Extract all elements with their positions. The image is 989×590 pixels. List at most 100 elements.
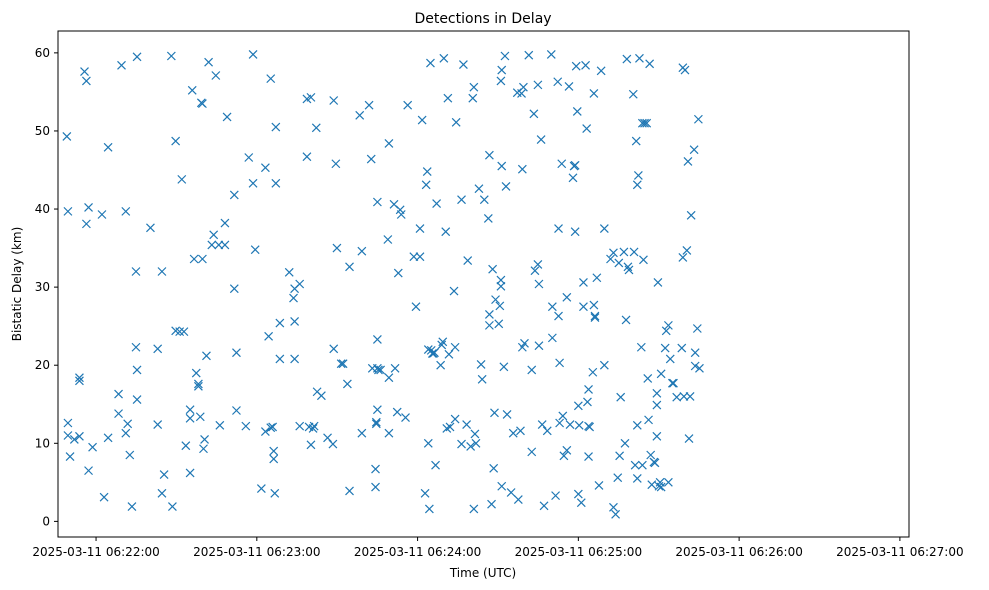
- data-point: [496, 275, 506, 285]
- data-point: [508, 428, 518, 438]
- data-point: [517, 164, 527, 174]
- data-point: [458, 60, 468, 70]
- data-point: [661, 326, 671, 336]
- data-point: [637, 118, 647, 128]
- data-point: [518, 82, 528, 92]
- data-point: [457, 439, 466, 449]
- data-point: [295, 421, 305, 431]
- data-point: [424, 504, 434, 514]
- y-tick-label: 50: [35, 124, 50, 138]
- data-point: [690, 361, 700, 371]
- data-point: [308, 424, 318, 433]
- x-axis-label: Time (UTC): [449, 566, 516, 580]
- data-point: [450, 414, 460, 424]
- data-point: [572, 107, 582, 116]
- data-point: [256, 484, 266, 494]
- data-point: [500, 51, 510, 61]
- data-point: [384, 428, 394, 438]
- data-point: [589, 300, 599, 310]
- data-point: [209, 230, 219, 240]
- data-point: [229, 190, 239, 200]
- data-point: [637, 460, 647, 470]
- data-point: [474, 184, 484, 194]
- data-point: [497, 161, 507, 171]
- data-point: [146, 223, 155, 233]
- data-point: [501, 181, 511, 191]
- data-point: [266, 74, 276, 84]
- data-point: [678, 253, 688, 262]
- data-point: [491, 295, 500, 305]
- data-point: [619, 247, 629, 257]
- data-point: [187, 85, 197, 95]
- data-point: [309, 421, 319, 431]
- data-point: [533, 260, 543, 269]
- data-point: [222, 112, 232, 122]
- data-point: [576, 498, 586, 508]
- data-point: [88, 442, 97, 452]
- data-point: [439, 53, 449, 63]
- data-point: [121, 206, 131, 216]
- data-point: [624, 265, 634, 275]
- data-point: [271, 122, 281, 132]
- data-point: [270, 488, 280, 498]
- data-point: [632, 180, 642, 190]
- data-point: [599, 224, 609, 233]
- data-point: [338, 359, 348, 369]
- data-point: [189, 254, 199, 264]
- data-point: [527, 365, 537, 375]
- data-point: [204, 57, 214, 67]
- data-point: [596, 66, 606, 76]
- data-point: [62, 131, 72, 141]
- data-point: [496, 281, 506, 291]
- data-point: [527, 447, 537, 457]
- data-point: [185, 405, 195, 415]
- data-point: [547, 302, 557, 312]
- data-point: [487, 499, 496, 509]
- data-point: [114, 409, 123, 419]
- data-point: [232, 406, 241, 415]
- data-point: [554, 224, 563, 233]
- data-point: [311, 123, 321, 133]
- data-point: [650, 458, 660, 468]
- data-point: [244, 153, 254, 162]
- data-point: [331, 159, 341, 169]
- data-point: [614, 258, 624, 268]
- data-point: [683, 156, 693, 166]
- data-point: [636, 342, 646, 352]
- data-point: [686, 210, 696, 220]
- data-point: [426, 58, 435, 68]
- data-point: [166, 51, 176, 61]
- data-point: [564, 82, 574, 91]
- data-point: [520, 338, 529, 348]
- data-point: [537, 420, 547, 429]
- data-point: [685, 392, 695, 401]
- data-point: [437, 340, 447, 350]
- data-point: [132, 395, 142, 404]
- data-point: [611, 509, 621, 519]
- data-point: [644, 415, 653, 425]
- data-point: [376, 365, 386, 375]
- data-point: [484, 320, 494, 330]
- data-point: [643, 374, 653, 383]
- data-point: [264, 331, 274, 341]
- data-point: [403, 100, 413, 110]
- data-point: [422, 167, 432, 176]
- data-point: [665, 354, 675, 364]
- data-point: [200, 434, 209, 444]
- data-point: [306, 440, 316, 450]
- data-point: [516, 426, 525, 436]
- data-point: [436, 360, 446, 370]
- data-point: [185, 413, 195, 423]
- data-point: [497, 481, 507, 491]
- data-point: [693, 114, 703, 124]
- data-point: [63, 431, 73, 440]
- data-point: [268, 422, 278, 432]
- data-point: [357, 428, 367, 438]
- data-point: [401, 413, 410, 422]
- data-point: [157, 488, 167, 498]
- data-point: [181, 441, 191, 451]
- data-point: [123, 419, 133, 429]
- data-point: [631, 136, 641, 146]
- data-point: [466, 441, 476, 451]
